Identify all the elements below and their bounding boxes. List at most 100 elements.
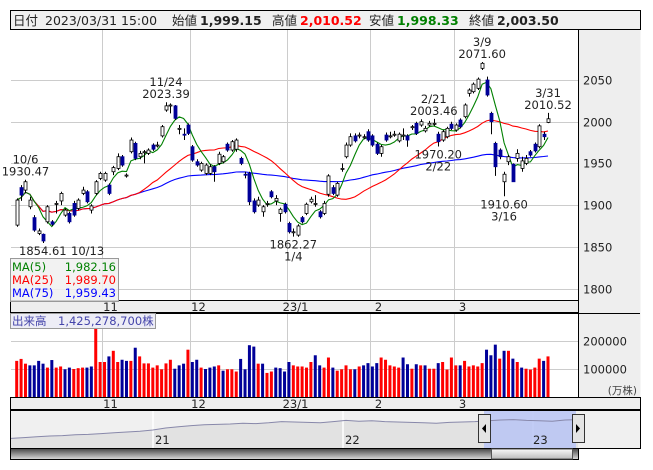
volume-bar [458,365,462,397]
volume-bar [212,366,216,397]
candle-body [155,144,160,147]
volume-bar [182,363,186,397]
open-value: 1,999.15 [200,13,262,28]
candle-body [107,184,112,194]
month-tick-label: 3 [459,300,466,314]
candle-body [370,135,375,146]
close-value: 2,003.50 [497,13,559,28]
ma25-value: 1,989.70 [65,273,116,287]
volume-month-axis [10,397,641,410]
volume-bar [225,369,229,397]
volume-bar [537,358,541,397]
candle-body [283,203,288,213]
volume-bar [37,360,41,397]
candle-body [116,156,121,169]
candle [309,196,314,204]
candle [133,141,138,161]
navigator-right-handle[interactable] [572,414,585,443]
volume-bar [59,366,63,397]
volume-bar [234,371,238,397]
volume-bar [54,367,58,397]
candle [392,130,397,137]
range-navigator[interactable]: 21 22 23 [10,410,641,449]
volume-bar [94,327,98,397]
volume-bar [414,364,418,397]
moving-averages [16,81,549,228]
candle-body [173,105,178,119]
candle [546,112,551,124]
navigator-selection[interactable] [484,411,576,448]
navigator-year-21: 21 [155,433,170,447]
annotation-value: 2003.46 [410,104,458,118]
volume-bar [419,365,423,397]
annotation-value: 1910.60 [480,197,528,211]
candle-body [151,144,156,150]
candle [331,185,336,196]
candle-body [45,206,50,223]
volume-bar [340,369,344,397]
candle-body [427,122,432,126]
volume-bar [120,359,124,397]
candle [204,163,209,176]
volume-total: 1,425,278,700株 [58,314,154,328]
volume-bar [441,362,445,397]
candle-body [537,125,542,148]
candle [54,200,59,214]
volume-bar [239,358,243,397]
candle [247,171,252,206]
annotation-value: 1862.27 [270,238,318,252]
candle [28,196,33,210]
candle-body [485,79,490,96]
volume-bar [89,366,93,397]
volume-bar [506,350,510,397]
volume-bar [50,360,54,397]
candle-body [291,231,296,234]
candle-body [436,133,441,143]
candle-body [239,157,244,164]
candle-body [454,124,459,131]
candle [485,76,490,97]
high-label: 高値 [272,13,297,28]
candle [37,228,42,236]
candle [375,142,380,156]
candle [243,171,248,179]
candle-body [375,143,380,154]
volume-bar [138,356,142,397]
candle-body [129,139,134,153]
volume-bar [326,357,330,397]
candle [366,129,371,142]
candle [449,121,454,131]
candle-body [230,141,235,151]
candle-body [392,133,397,136]
candle-body [28,199,33,208]
candle-body [313,203,318,205]
volume-bar [397,367,401,397]
ma-line-25 [16,119,549,213]
volume-bar [511,358,515,397]
candle-body [528,151,533,156]
date-value: 2023/03/31 15:00 [45,13,157,28]
candle-body [269,191,274,198]
navigator-year-22: 22 [345,433,360,447]
candle-body [208,166,213,174]
candle [291,228,296,237]
volume-bar [252,346,256,397]
volume-bar [515,362,519,397]
volume-bar [449,357,453,397]
scrollbar-thumb[interactable] [491,448,573,460]
candle-body [489,112,494,123]
candle-body [199,162,204,171]
price-axis-panel [578,30,641,313]
candle-body [182,133,187,136]
navigator-left-handle[interactable] [478,414,491,443]
candle-body [441,131,446,141]
candle [199,161,204,172]
scrollbar[interactable] [10,448,579,460]
volume-bar [274,367,278,397]
annotation-value: 2071.60 [458,47,506,61]
annotation-value: 2023.39 [142,87,190,101]
volume-bar [103,362,107,397]
candle [50,220,55,226]
candle-body [397,133,402,142]
candle [489,111,494,135]
